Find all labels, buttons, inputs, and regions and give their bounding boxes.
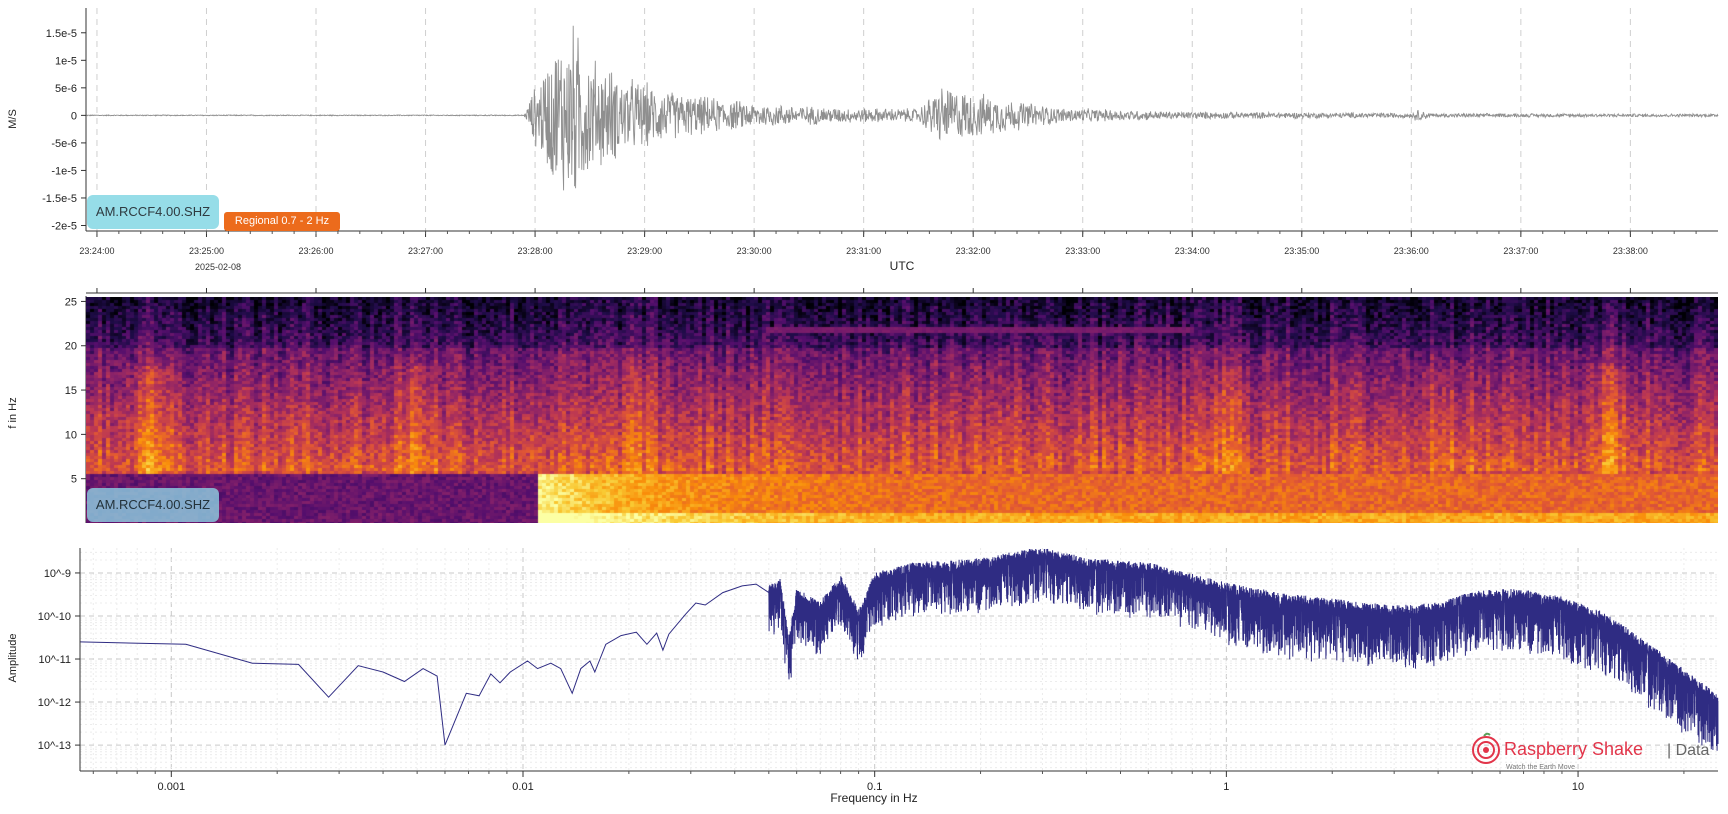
seismogram-trace (85, 25, 1719, 191)
seismogram-x-tick-label: 23:28:00 (518, 246, 553, 256)
seismogram-x-tick-label: 23:27:00 (408, 246, 443, 256)
seismogram-x-tick-label: 23:33:00 (1065, 246, 1100, 256)
seismogram-x-tick-label: 23:37:00 (1503, 246, 1538, 256)
seismogram-y-tick-label: 0 (71, 110, 77, 122)
seismogram-xlabel: UTC (890, 259, 915, 273)
spectrogram-y-tick-label: 15 (65, 385, 77, 397)
spectrum-x-tick-label: 0.01 (512, 781, 533, 793)
spectrogram-top-ticks (96, 288, 1631, 293)
spectrum-y-tick-label: 10^-11 (39, 654, 71, 666)
seismogram-x-tick-label: 23:26:00 (298, 246, 333, 256)
spectrum-xlabel: Frequency in Hz (830, 791, 917, 805)
spectrogram-y-ticks: 5 10 15 20 25 (65, 296, 86, 486)
spectrum-ylabel: Amplitude (7, 634, 19, 683)
seismogram-grid (96, 8, 1631, 231)
spectrogram-y-tick-label: 20 (65, 341, 77, 353)
seismogram-y-tick-label: -2e-5 (51, 220, 77, 232)
spectrum-x-ticks: 0.001 0.01 0.1 1 10 (92, 771, 1685, 793)
spectrum-x-tick-label: 0.001 (158, 781, 186, 793)
logo-brand-accent: Shake (1592, 739, 1643, 759)
spectrum-line (79, 548, 1719, 751)
spectrogram-y-tick-label: 10 (65, 429, 77, 441)
shake-logo-icon (1472, 732, 1500, 764)
spectrum-y-tick-label: 10^-10 (38, 611, 71, 623)
seismogram-x-tick-label: 23:36:00 (1394, 246, 1429, 256)
spectrum-y-tick-label: 10^-13 (38, 740, 71, 752)
seismogram-y-tick-label: -1.5e-5 (42, 193, 77, 205)
spectrum-x-tick-label: 10 (1572, 781, 1584, 793)
station-badge: AM.RCCF4.00.SHZ (87, 195, 219, 229)
spectrum-x-tick-label: 1 (1223, 781, 1229, 793)
spectrogram-y-tick-label: 5 (71, 474, 77, 486)
spectrogram-y-tick-label: 25 (65, 296, 77, 308)
seismogram-y-ticks: 1.5e-5 1e-5 5e-6 0 -5e-6 -1e-5 -1.5e-5 -2e-5 (42, 28, 86, 232)
raspberry-shake-logo: Raspberry Shake | Data Watch the Earth Mo… (1472, 732, 1710, 771)
seismogram-date-label: 2025-02-08 (195, 262, 241, 272)
seismogram-x-tick-label: 23:30:00 (737, 246, 772, 256)
seismogram-y-tick-label: -5e-6 (51, 138, 77, 150)
seismogram-x-tick-label: 23:34:00 (1175, 246, 1210, 256)
spectrum-x-tick-label: 0.1 (867, 781, 882, 793)
filter-badge: Regional 0.7 - 2 Hz (224, 212, 340, 231)
seismogram-x-tick-label: 23:31:00 (846, 246, 881, 256)
seismogram-x-tick-label: 23:29:00 (627, 246, 662, 256)
seismogram-x-tick-label: 23:38:00 (1613, 246, 1648, 256)
spectrum-y-ticks: 10^-9 10^-10 10^-11 10^-12 10^-13 (38, 568, 80, 752)
seismogram-x-tick-label: 23:32:00 (956, 246, 991, 256)
logo-tagline: Watch the Earth Move (1506, 764, 1575, 771)
seismogram-x-ticks: 23:24:00 23:25:00 23:26:00 23:27:00 23:28:00… (79, 231, 1697, 256)
spectrum-y-tick-label: 10^-12 (38, 697, 71, 709)
seismogram-x-tick-label: 23:35:00 (1284, 246, 1319, 256)
logo-suffix: | Data (1667, 742, 1710, 759)
seismogram-ylabel: M/S (7, 109, 19, 129)
seismogram-trace-group (85, 25, 1719, 191)
spectrum-line-group (79, 548, 1719, 751)
seismogram-y-tick-label: 5e-6 (55, 83, 77, 95)
seismogram-x-tick-label: 23:25:00 (189, 246, 224, 256)
logo-brand: Raspberry (1504, 739, 1587, 759)
seismogram-y-tick-label: 1e-5 (55, 55, 77, 67)
spectrogram-heatmap (86, 297, 1718, 523)
seismogram-x-tick-label: 23:24:00 (79, 246, 114, 256)
spectrogram-station-badge: AM.RCCF4.00.SHZ (87, 488, 219, 522)
seismogram-y-tick-label: 1.5e-5 (46, 28, 77, 40)
spectrogram-ylabel: f in Hz (7, 397, 19, 428)
seismogram-y-tick-label: -1e-5 (51, 165, 77, 177)
spectrum-y-tick-label: 10^-9 (44, 568, 71, 580)
